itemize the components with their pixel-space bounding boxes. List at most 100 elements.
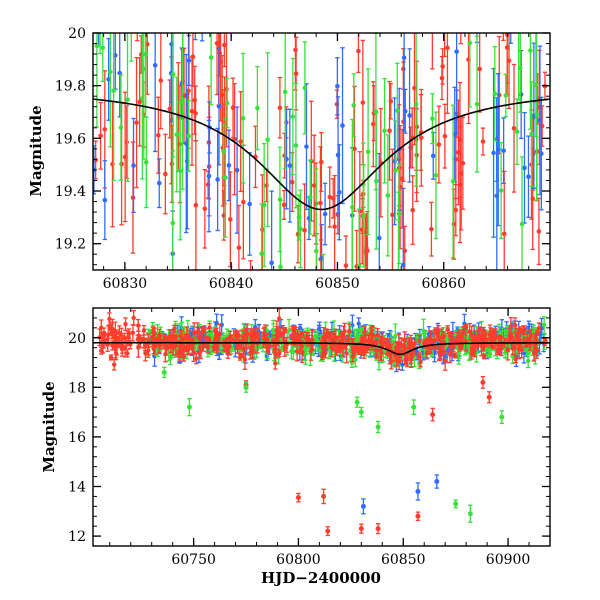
data-point bbox=[290, 114, 296, 119]
data-point bbox=[289, 349, 294, 354]
data-point bbox=[208, 55, 214, 60]
data-point bbox=[125, 97, 130, 102]
series-point bbox=[533, 33, 539, 138]
series-point bbox=[311, 134, 317, 237]
series-point bbox=[401, 47, 406, 90]
x-tick-label: 60860 bbox=[421, 276, 466, 292]
data-point bbox=[528, 48, 533, 53]
data-point bbox=[226, 163, 232, 168]
data-point bbox=[143, 160, 149, 165]
data-point bbox=[215, 177, 220, 182]
series-point bbox=[365, 68, 371, 236]
data-point bbox=[307, 194, 313, 200]
series-point bbox=[418, 88, 424, 187]
data-point bbox=[491, 150, 496, 156]
top-model-curve bbox=[93, 98, 550, 211]
data-point bbox=[180, 97, 185, 103]
series-point bbox=[382, 77, 387, 184]
data-point bbox=[200, 8, 205, 13]
series-point bbox=[477, 33, 482, 113]
series-point bbox=[522, 111, 527, 224]
series-point bbox=[307, 159, 313, 235]
series-point bbox=[370, 81, 376, 168]
series-point bbox=[228, 171, 233, 268]
data-point bbox=[373, 178, 379, 184]
data-point bbox=[393, 334, 398, 339]
data-point bbox=[135, 19, 140, 24]
data-point bbox=[351, 103, 357, 108]
series-point bbox=[293, 82, 299, 209]
data-point bbox=[525, 358, 531, 364]
series-point bbox=[298, 189, 303, 269]
data-point bbox=[385, 193, 391, 198]
series-point bbox=[186, 99, 191, 173]
data-point bbox=[234, 167, 240, 173]
series-point bbox=[234, 106, 240, 234]
series-point bbox=[361, 142, 366, 227]
series-point bbox=[174, 76, 180, 193]
series-point bbox=[170, 33, 176, 158]
data-point bbox=[216, 104, 222, 109]
data-point bbox=[302, 227, 307, 233]
data-point bbox=[295, 231, 301, 237]
series-point bbox=[163, 133, 168, 215]
series-point bbox=[193, 33, 198, 41]
data-point bbox=[407, 113, 412, 118]
data-point bbox=[356, 48, 361, 54]
data-point bbox=[343, 263, 349, 268]
data-point bbox=[332, 224, 337, 229]
series-point bbox=[177, 101, 183, 241]
series-point bbox=[401, 33, 407, 132]
data-point bbox=[356, 263, 362, 269]
data-point bbox=[248, 292, 253, 297]
series-point bbox=[400, 187, 406, 270]
series-point bbox=[269, 190, 274, 270]
series-point bbox=[248, 260, 253, 297]
data-point bbox=[167, 106, 173, 112]
series-point bbox=[514, 98, 520, 166]
data-point bbox=[259, 251, 264, 256]
series-point bbox=[281, 189, 287, 220]
series-point bbox=[152, 33, 158, 153]
x-tick-label: 60830 bbox=[103, 276, 148, 292]
y-tick-label: 20 bbox=[68, 26, 86, 42]
series-point bbox=[280, 343, 285, 353]
top-axis-ticks: 60830 60840 60850 60860 19.2 19.4 19.6 19.8 20 bbox=[55, 26, 551, 292]
series-point bbox=[388, 82, 394, 120]
x-tick-label: 60850 bbox=[315, 276, 360, 292]
data-point bbox=[454, 49, 459, 54]
data-point bbox=[418, 135, 424, 141]
series-point bbox=[501, 33, 506, 42]
series-point bbox=[458, 16, 463, 45]
data-point bbox=[125, 351, 130, 356]
data-point bbox=[458, 16, 463, 21]
data-point bbox=[179, 81, 185, 86]
series-point bbox=[376, 152, 382, 270]
series-point bbox=[394, 62, 400, 159]
data-point bbox=[399, 176, 405, 181]
series-point bbox=[536, 197, 542, 266]
series-point bbox=[135, 19, 140, 42]
data-point bbox=[511, 125, 517, 131]
series-point bbox=[335, 57, 340, 116]
data-point bbox=[508, 324, 514, 329]
data-point bbox=[492, 91, 498, 97]
data-point bbox=[140, 96, 145, 101]
series-point bbox=[216, 47, 222, 166]
series-point bbox=[410, 175, 416, 245]
data-point bbox=[287, 163, 293, 168]
series-point bbox=[506, 33, 512, 110]
series-point bbox=[413, 33, 419, 187]
data-point bbox=[445, 45, 450, 51]
data-point bbox=[222, 42, 227, 48]
series-point bbox=[226, 129, 232, 202]
data-point bbox=[119, 161, 124, 167]
series-point bbox=[321, 253, 326, 270]
data-point bbox=[396, 272, 401, 277]
series-point bbox=[156, 158, 162, 209]
data-point bbox=[124, 139, 129, 145]
series-point bbox=[199, 8, 205, 42]
data-point bbox=[156, 180, 162, 186]
data-point bbox=[401, 66, 406, 72]
bottom-data-points bbox=[97, 308, 548, 537]
